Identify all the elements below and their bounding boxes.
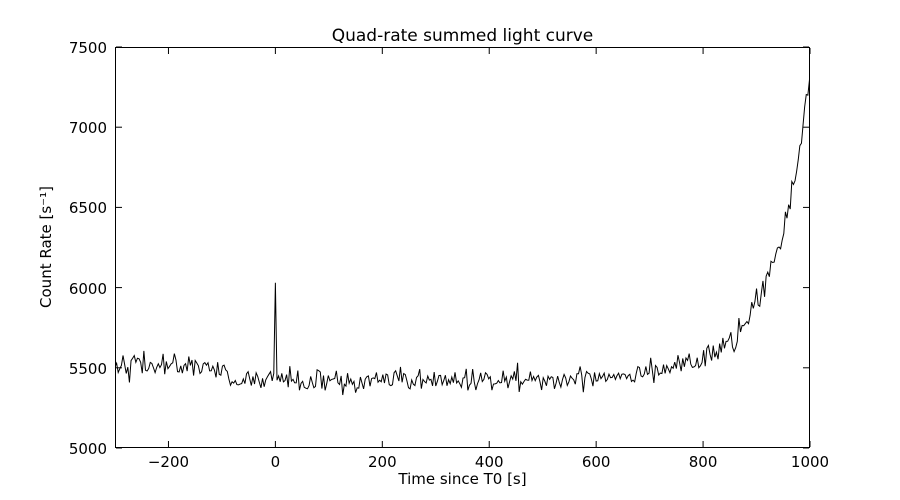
x-tick-label: 0 <box>270 453 281 471</box>
x-tick-label: 600 <box>581 453 611 471</box>
chart-title: Quad-rate summed light curve <box>331 26 594 46</box>
plot-area <box>115 46 811 449</box>
light-curve-line <box>115 62 810 396</box>
x-axis-label: Time since T0 [s] <box>398 470 527 488</box>
x-tick-label: 1000 <box>790 453 830 471</box>
y-tick-label: 6500 <box>68 199 107 218</box>
y-tick-label: 6000 <box>68 279 107 298</box>
y-tick-label: 7000 <box>68 119 107 138</box>
x-tick-label: 400 <box>474 453 504 471</box>
x-tick-label: 200 <box>367 453 397 471</box>
y-tick-label: 7500 <box>68 39 107 57</box>
x-tick-label: 800 <box>688 453 718 471</box>
y-tick-label: 5500 <box>68 359 107 378</box>
plot-frame <box>115 47 810 448</box>
y-tick-label: 5000 <box>68 440 107 458</box>
x-tick-label: −200 <box>147 453 190 471</box>
